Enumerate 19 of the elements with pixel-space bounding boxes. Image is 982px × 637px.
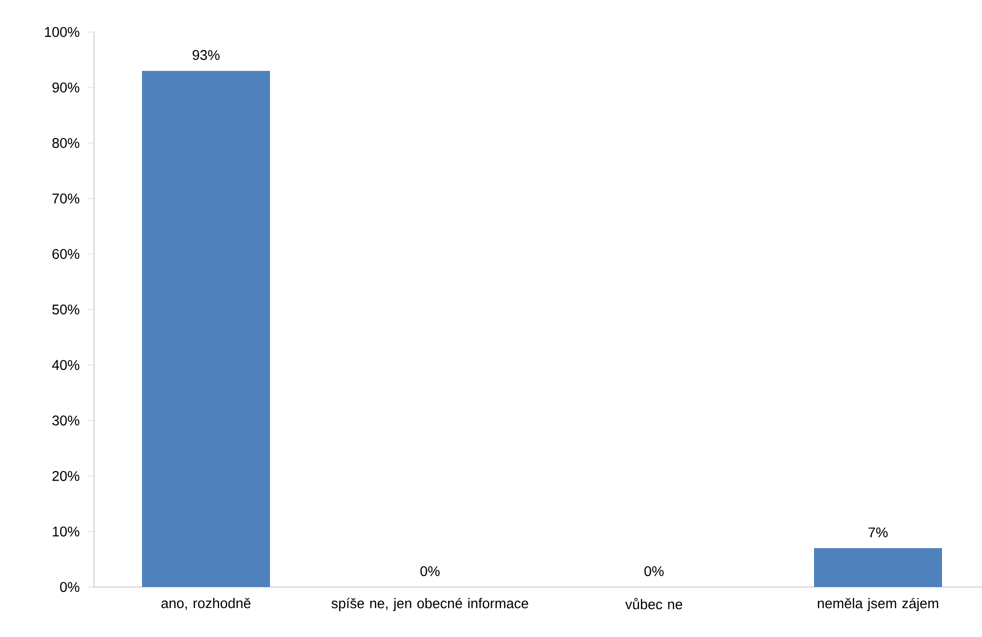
y-tick-label: 100% xyxy=(45,27,80,37)
y-tick-label: 40% xyxy=(52,360,80,370)
y-tick-label: 10% xyxy=(52,526,80,536)
y-tick-label: 90% xyxy=(52,82,80,92)
y-tick-label: 50% xyxy=(52,304,80,314)
data-label: 0% xyxy=(644,566,664,576)
x-tick-label: vůbec ne xyxy=(625,598,682,610)
x-tick-label: spíše ne, jen obecné informace xyxy=(332,598,528,612)
x-tick-label: ano, rozhodně xyxy=(161,598,251,610)
y-tick-label: 70% xyxy=(52,194,80,204)
y-tick-label: 60% xyxy=(52,249,80,259)
y-tick-label: 0% xyxy=(60,582,80,592)
y-tick-label: 30% xyxy=(52,416,80,426)
y-tick-label: 20% xyxy=(52,471,80,481)
data-label: 93% xyxy=(192,50,220,60)
data-label: 7% xyxy=(868,527,888,538)
y-tick-label: 80% xyxy=(52,138,80,148)
data-label: 0% xyxy=(420,566,440,576)
x-tick-label: neměla jsem zájem xyxy=(818,598,938,612)
